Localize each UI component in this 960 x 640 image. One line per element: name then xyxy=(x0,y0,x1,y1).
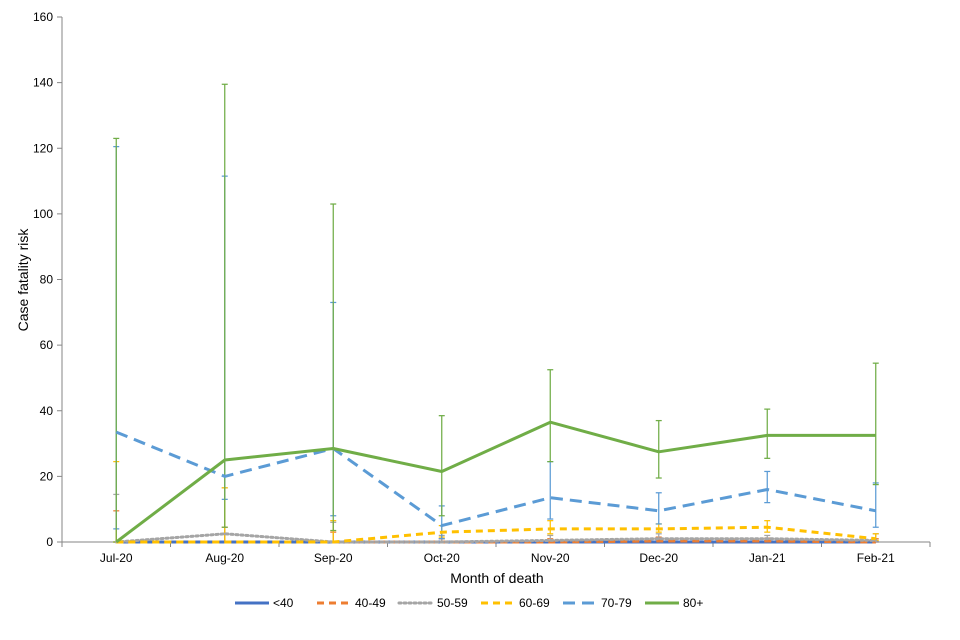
x-tick-label: Aug-20 xyxy=(205,551,244,565)
legend-item: 60-69 xyxy=(481,596,550,610)
legend-label: 80+ xyxy=(683,596,703,610)
error-bar xyxy=(221,83,228,528)
legend-item: 70-79 xyxy=(563,596,632,610)
y-tick-label: 40 xyxy=(40,404,54,418)
y-tick-label: 160 xyxy=(33,10,53,24)
error-bar xyxy=(330,203,337,532)
error-bar xyxy=(547,460,554,520)
x-tick-label: Jul-20 xyxy=(100,551,133,565)
x-tick-label: Feb-21 xyxy=(857,551,895,565)
error-bar xyxy=(872,482,879,528)
legend-label: 70-79 xyxy=(601,596,632,610)
y-tick-label: 0 xyxy=(46,535,53,549)
legend-label: 50-59 xyxy=(437,596,468,610)
legend: <40 40-49 50-59 60-69 70-79 80+ xyxy=(235,596,703,610)
y-tick-label: 120 xyxy=(33,141,53,155)
series-line xyxy=(114,532,878,544)
x-tick-label: Nov-20 xyxy=(531,551,570,565)
legend-item: 50-59 xyxy=(397,596,468,610)
y-axis-title: Case fatality risk xyxy=(15,228,31,332)
series-line xyxy=(116,525,876,544)
x-tick-label: Sep-20 xyxy=(314,551,353,565)
legend-label: <40 xyxy=(273,596,294,610)
legend-label: 60-69 xyxy=(519,596,550,610)
error-bar xyxy=(547,520,554,535)
error-bar xyxy=(438,415,445,517)
error-bar xyxy=(655,492,662,525)
series-line xyxy=(115,420,876,544)
y-tick-label: 60 xyxy=(40,338,54,352)
legend-item: <40 xyxy=(235,596,294,610)
error-bar xyxy=(764,408,771,459)
error-bar xyxy=(655,419,662,479)
error-bar xyxy=(547,369,554,463)
y-axis: 0 20 40 60 80 100 120 140 160 xyxy=(33,10,63,549)
x-tick-label: Oct-20 xyxy=(424,551,460,565)
error-bar xyxy=(764,470,771,504)
y-tick-label: 20 xyxy=(40,469,54,483)
legend-label: 40-49 xyxy=(355,596,386,610)
error-bar xyxy=(113,137,120,543)
error-bars xyxy=(113,83,879,543)
y-tick-label: 80 xyxy=(40,273,54,287)
x-axis-title: Month of death xyxy=(450,570,543,586)
series-line xyxy=(115,430,877,528)
x-tick-label: Dec-20 xyxy=(639,551,678,565)
error-bar xyxy=(872,362,879,486)
y-tick-label: 140 xyxy=(33,76,53,90)
legend-item: 40-49 xyxy=(317,596,386,610)
legend-item: 80+ xyxy=(645,596,703,610)
series-lines xyxy=(114,420,878,544)
x-axis: Jul-20 Aug-20 Sep-20 Oct-20 Nov-20 Dec-20 Jan-… xyxy=(61,541,931,565)
x-tick-label: Jan-21 xyxy=(749,551,786,565)
y-tick-label: 100 xyxy=(33,207,53,221)
